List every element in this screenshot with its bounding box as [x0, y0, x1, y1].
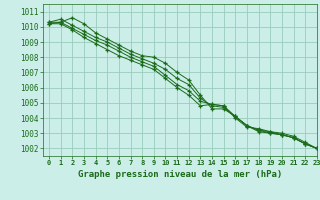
X-axis label: Graphe pression niveau de la mer (hPa): Graphe pression niveau de la mer (hPa)	[78, 170, 282, 179]
